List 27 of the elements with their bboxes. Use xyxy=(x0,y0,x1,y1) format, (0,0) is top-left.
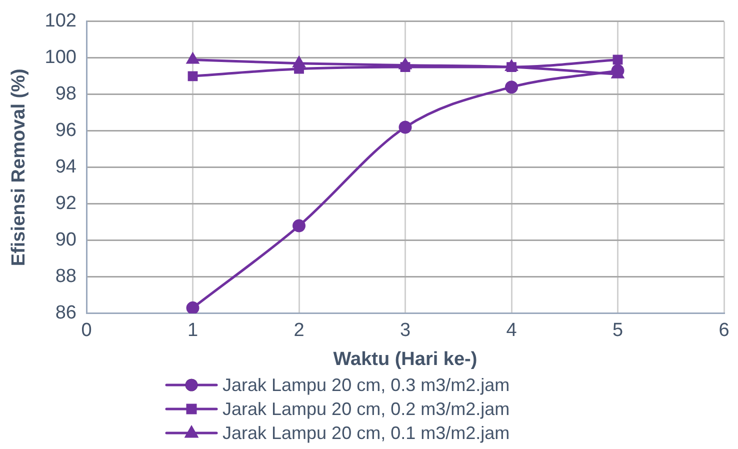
y-tick-label: 90 xyxy=(55,230,76,251)
x-tick-label: 1 xyxy=(187,320,198,342)
x-tick-label: 2 xyxy=(294,320,304,342)
legend-label: Jarak Lampu 20 cm, 0.1 m3/m2.jam xyxy=(222,422,510,443)
y-tick-label: 88 xyxy=(55,266,76,288)
x-tick-label: 5 xyxy=(612,320,624,342)
x-tick-label: 0 xyxy=(81,320,92,342)
x-tick-label: 6 xyxy=(718,320,730,342)
y-axis-title: Efisiensi Removal (%) xyxy=(8,68,30,266)
legend-label: Jarak Lampu 20 cm, 0.2 m3/m2.jam xyxy=(222,398,510,419)
point xyxy=(398,120,412,134)
point xyxy=(505,80,518,94)
y-tick-label: 100 xyxy=(44,47,76,68)
x-axis-title: Waktu (Hari ke-) xyxy=(333,348,478,370)
y-tick-label: 96 xyxy=(55,120,76,142)
point xyxy=(188,71,198,82)
y-tick-label: 94 xyxy=(55,156,77,178)
point xyxy=(186,301,200,314)
y-tick-label: 98 xyxy=(55,84,76,105)
point xyxy=(612,54,623,65)
y-tick-label: 102 xyxy=(44,10,76,32)
legend-label: Jarak Lampu 20 cm, 0.3 m3/m2.jam xyxy=(222,374,510,395)
y-tick-label: 92 xyxy=(55,193,76,214)
x-tick-label: 3 xyxy=(400,320,411,342)
x-tick-label: 4 xyxy=(506,320,518,342)
y-tick-label: 86 xyxy=(55,302,76,324)
point xyxy=(292,219,306,232)
